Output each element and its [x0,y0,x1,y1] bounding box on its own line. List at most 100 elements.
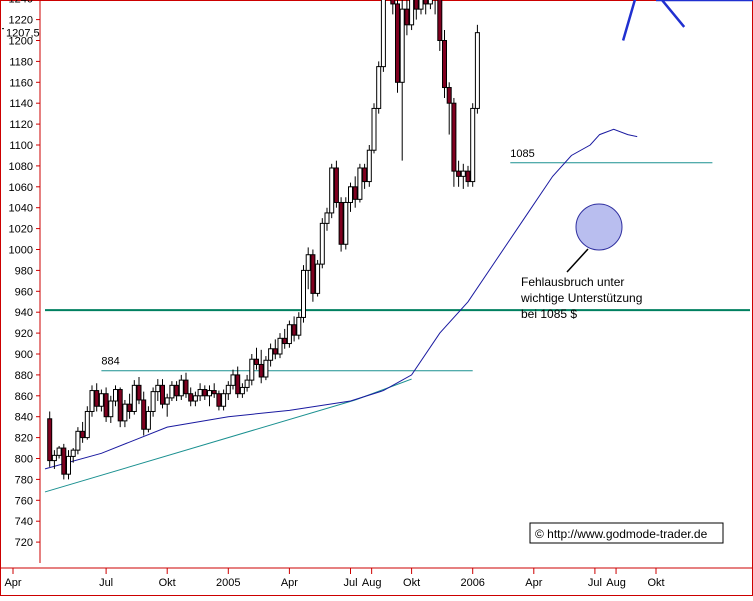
y-tick-label: 740 [15,516,33,528]
candle [305,247,311,290]
candle [319,218,325,269]
candle-body [103,393,109,418]
candle [211,383,217,398]
y-axis: 720 740 760 780 800 820 840 860 880 900 920 940 960 9… [2,0,41,563]
candle-body [409,0,415,26]
candle-body [51,454,57,462]
candle [235,366,241,398]
candle [371,103,377,154]
candle-body [362,167,368,183]
candle-body [94,390,100,407]
candle-body [150,391,156,412]
candle-body [418,0,424,10]
candle-body [301,269,306,318]
candle [136,376,142,405]
projection [621,0,753,41]
candle-body [169,384,175,399]
y-tick-label: 1160 [9,77,33,89]
candle [399,0,405,161]
candle [263,356,269,381]
candle [174,381,180,402]
candle [357,163,363,203]
y-tick-label: 1000 [9,245,33,257]
candle-body [221,393,227,407]
candle [141,391,147,436]
candle-body [145,410,151,430]
trendline [44,399,356,493]
y-tick-label: 1080 [9,161,33,173]
x-tick-label: Jul [588,577,602,589]
candle-body [254,358,259,365]
y-tick-label: 720 [15,537,33,549]
copyright-frame [529,522,724,544]
x-tick-label: Jul [343,577,357,589]
last-price-label: 1207,5 [6,28,40,40]
y-tick-label: 1040 [9,203,33,215]
candle [216,390,222,411]
candle [268,343,274,367]
candle [442,30,447,98]
candle [239,383,245,398]
candle-body [174,384,180,397]
candle [456,160,462,187]
candle-body [113,389,118,402]
x-tick-label: Okt [159,577,176,589]
candle-body [155,384,161,393]
x-tick-label: Okt [403,577,420,589]
candle-body [235,374,241,395]
candle [127,393,133,419]
candle [465,165,471,187]
candle-body [423,0,429,5]
candles [47,0,480,480]
candle [47,411,53,467]
candle [343,197,349,250]
candle [310,249,316,302]
candle-body [164,397,170,405]
level-label: 1085 [510,148,534,160]
candle [164,393,170,417]
candle-body [376,66,382,109]
candle [470,103,476,187]
candle-body [249,358,255,381]
candle [98,389,104,412]
candle [169,381,175,402]
x-tick-label: 2006 [460,577,484,589]
candle-body [244,379,250,388]
candle [301,265,306,323]
highlight-circle [575,203,623,251]
y-tick-label: 1220 [9,15,33,27]
candle [192,391,198,407]
candle-body [305,254,311,271]
candle [395,0,400,93]
y-tick-label: 800 [15,454,33,466]
candle-body [329,167,335,214]
candle-body [225,384,231,395]
y-tick-label: 1060 [9,182,33,194]
y-tick-label: 820 [15,433,33,445]
x-tick-label: Apr [281,577,298,589]
candle [362,163,368,189]
candle-body [446,87,452,104]
y-tick-label: 1200 [9,36,33,48]
x-axis: Apr Jul Okt 2005 Apr Jul Aug Okt 2006 Apr Jul Aug Ok… [0,567,753,589]
candle [413,0,419,20]
candle [258,349,264,384]
y-tick-label: 880 [15,370,33,382]
candle-body [357,167,363,200]
candle [122,399,128,428]
candle [61,443,67,480]
candle-body [66,455,71,475]
candle [324,207,330,231]
x-tick-label: Okt [647,577,664,589]
y-tick-label: 760 [15,495,33,507]
candle-body [333,167,339,203]
candle [474,24,480,114]
candle-body [474,32,480,109]
candle-body [352,186,358,200]
x-tick-label: Jul [99,577,113,589]
horizontal-levels: 88410851262 [45,148,750,372]
candle [183,372,189,398]
annotations: Fehlausbruch unter wichtige Unterstützung… [520,203,642,321]
